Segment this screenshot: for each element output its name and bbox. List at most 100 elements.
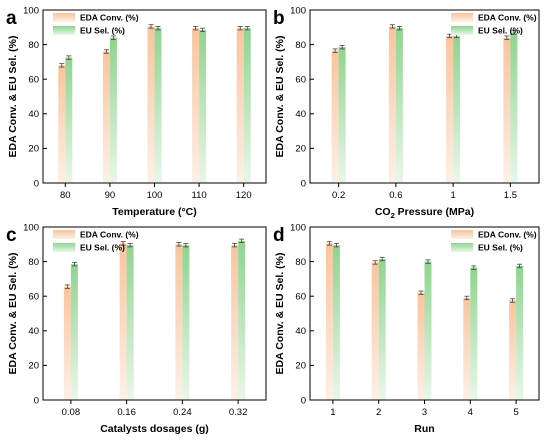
bar-eda-110 [192,28,200,184]
bar-eda-1.5 [503,37,511,184]
legend-swatch-eu [53,26,75,35]
bar-eda-5 [509,300,517,400]
legend-swatch-eda [53,230,75,239]
bar-eu-3 [424,261,432,400]
error-bar [517,263,523,269]
x-tick-label: 0.24 [173,407,192,418]
x-tick-label: 80 [60,190,71,201]
legend: EDA Conv. (%) EU Sel. (%) [451,13,537,36]
bar-eda-100 [147,26,155,184]
plot-frame [42,226,267,401]
error-bar [127,243,133,248]
legend: EDA Conv. (%) EU Sel. (%) [53,230,139,253]
error-bar [471,265,477,270]
bar-eu-1.5 [510,32,518,183]
panel-a: 0 20 40 60 80 100 80 90 100 110 120 Temperature (°C… [6,5,267,218]
x-tick-label: 1 [330,407,335,418]
y-tick-label: 100 [290,222,306,233]
legend: EDA Conv. (%) EU Sel. (%) [451,230,537,253]
y-tick-label: 0 [34,395,39,406]
bar-eu-0.32 [238,240,246,400]
y-tick-label: 100 [23,222,39,233]
y-axis-title: EDA Conv. & EU Sel. (%) [274,36,286,158]
x-tick-label: 110 [192,190,207,201]
error-bar [110,35,116,40]
bar-eu-2 [378,259,386,400]
y-tick-label: 100 [23,5,39,16]
bar-eda-2 [371,262,379,400]
y-tick-label: 80 [295,40,306,51]
bar-eu-100 [154,28,162,184]
legend-label: EDA Conv. (%) [80,13,139,23]
x-tick-label: 90 [105,190,116,201]
x-tick-label: 1 [450,190,455,201]
panel-b: 0 20 40 60 80 100 0.2 0.6 1 1.5 CO2 Pressure (MPa)… [273,5,540,220]
bar-eu-0.6 [395,28,403,184]
panel-letter: c [6,225,17,246]
legend-label: EU Sel. (%) [80,26,125,36]
bar-eda-1 [325,243,333,400]
legend-label: EU Sel. (%) [80,243,125,253]
x-tick-label: 1.5 [504,190,517,201]
legend: EDA Conv. (%) EU Sel. (%) [53,13,139,36]
error-bar [389,24,395,29]
error-bar [372,260,378,265]
y-tick-label: 20 [28,144,39,155]
error-bar [232,243,238,248]
x-tick-label: 0.32 [229,407,248,418]
x-tick-label: 2 [376,407,381,418]
bar-eu-1 [332,245,340,400]
legend-label: EU Sel. (%) [478,26,523,36]
legend-swatch-eda [451,13,473,22]
error-bar [511,30,517,35]
error-bar [425,259,431,264]
bar-eu-80 [65,57,73,184]
x-tick-label: 0.6 [389,190,402,201]
bar-eu-110 [199,29,207,183]
bar-eda-0.6 [388,26,396,184]
y-tick-label: 0 [301,178,306,189]
y-tick-label: 20 [295,144,306,155]
y-tick-label: 0 [34,178,39,189]
legend-swatch-eu [53,243,75,252]
error-bar [464,295,470,301]
error-bar [200,27,206,33]
x-tick-label: 5 [513,407,518,418]
y-axis-title: EDA Conv. & EU Sel. (%) [274,253,286,375]
error-bar [326,241,332,246]
x-tick-label: 3 [422,407,427,418]
y-tick-label: 20 [295,361,306,372]
x-axis-title: Temperature (°C) [112,206,197,218]
error-bar [103,49,109,54]
y-tick-label: 40 [28,109,39,120]
error-bar [120,241,126,246]
error-bar [59,63,65,68]
x-axis-title: Run [414,423,434,435]
legend-swatch-eu [451,243,473,252]
error-bar [339,45,345,50]
x-tick-label: 0.16 [117,407,136,418]
panel-d: 0 20 40 60 80 100 1 2 3 4 5 Run EDA Conv. & EU Sel. … [273,222,540,435]
error-bar [183,243,189,248]
bar-eda-80 [58,65,66,183]
bar-eda-90 [102,51,110,183]
error-bar [71,262,77,267]
error-bar [239,238,245,243]
bar-eu-0.24 [182,245,190,400]
panel-letter: d [273,225,285,246]
y-tick-label: 60 [295,292,306,303]
x-axis-title: Catalysts dosages (g) [100,423,209,435]
error-bar [418,290,424,295]
x-axis-title: CO2 Pressure (MPa) [375,206,474,220]
error-bar [244,26,250,31]
error-bar [510,298,516,303]
x-tick-label: 4 [468,407,473,418]
bar-eu-120 [243,28,251,184]
bar-eu-0.08 [70,264,78,400]
legend-label: EU Sel. (%) [478,243,523,253]
x-tick-label: 0.2 [332,190,345,201]
bar-eu-90 [109,37,117,184]
bar-eu-0.16 [126,245,134,400]
y-axis-title: EDA Conv. & EU Sel. (%) [7,253,19,375]
